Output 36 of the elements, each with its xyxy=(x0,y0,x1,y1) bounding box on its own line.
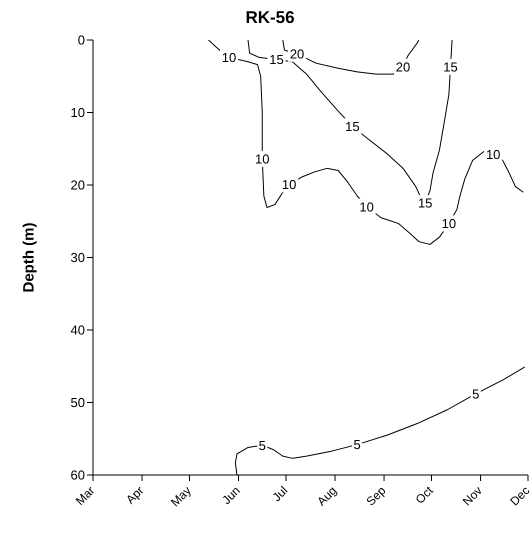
annotation: 10 xyxy=(255,151,270,166)
annotation: 20 xyxy=(396,59,410,74)
y-tick-label: 0 xyxy=(78,32,85,48)
x-tick-label: Sep xyxy=(363,483,389,508)
x-tick-label: Oct xyxy=(412,482,436,507)
annotation: 5 xyxy=(472,386,480,402)
y-axis-title: Depth (m) xyxy=(20,222,38,292)
annotation: 10 xyxy=(442,216,456,231)
chart-title: RK-56 xyxy=(244,8,296,29)
x-tick-label: Jun xyxy=(219,483,243,508)
annotation: 10 xyxy=(222,50,236,65)
y-tick-label: 10 xyxy=(70,105,85,120)
y-tick-label: 60 xyxy=(70,468,85,483)
x-tick-label: Aug xyxy=(314,483,340,508)
x-tick-label: May xyxy=(168,483,194,510)
y-tick-label: 40 xyxy=(70,322,85,338)
annotation: 15 xyxy=(345,118,360,134)
annotation: 10 xyxy=(359,199,374,214)
x-tick-label: Nov xyxy=(460,483,485,508)
annotation: 20 xyxy=(290,46,304,62)
annotation: 15 xyxy=(418,196,432,211)
y-tick-label: 50 xyxy=(70,395,85,410)
y-tick-label: 20 xyxy=(70,178,85,193)
x-tick-label: Apr xyxy=(123,483,146,507)
annotation: 5 xyxy=(258,438,266,453)
y-tick-label: 30 xyxy=(70,250,85,266)
x-tick-label: Dec xyxy=(507,483,532,508)
annotation: 10 xyxy=(486,147,500,162)
annotation: 15 xyxy=(443,59,458,74)
x-tick-label: Jul xyxy=(270,483,290,504)
x-tick-label: Mar xyxy=(72,483,98,508)
annotation: 5 xyxy=(354,437,361,452)
line-series xyxy=(208,40,524,245)
line-series xyxy=(282,40,420,75)
annotation: 10 xyxy=(282,176,296,192)
annotation: 15 xyxy=(269,52,284,68)
